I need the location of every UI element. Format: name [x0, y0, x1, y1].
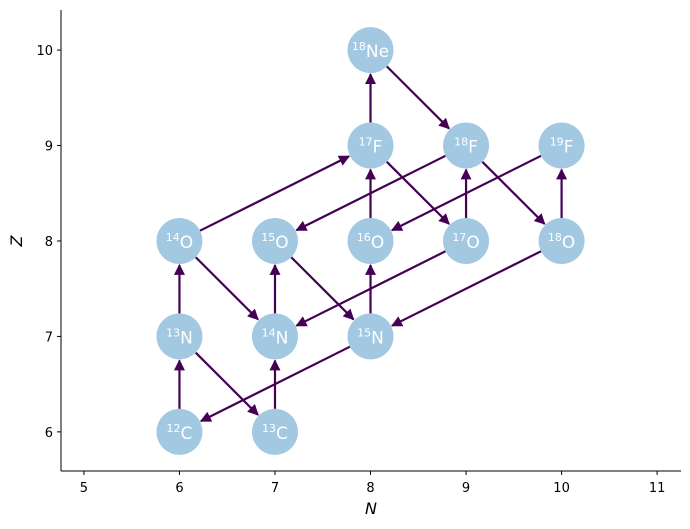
- node-label: 13C: [262, 422, 288, 444]
- node-symbol: F: [564, 138, 574, 158]
- node-label: 18O: [548, 231, 575, 253]
- node-label: 14N: [262, 326, 289, 348]
- node-mass: 18: [454, 136, 468, 149]
- node: [251, 408, 298, 455]
- node: [538, 122, 585, 169]
- node: [251, 313, 298, 360]
- node-symbol: Ne: [366, 42, 389, 62]
- node-mass: 16: [357, 231, 371, 244]
- node-symbol: O: [466, 233, 479, 253]
- node-symbol: O: [275, 233, 288, 253]
- edges: [173, 65, 568, 423]
- node-symbol: N: [180, 328, 193, 348]
- node-label: 13N: [166, 326, 193, 348]
- node-mass: 19: [550, 136, 564, 149]
- edge-arrow: [194, 256, 259, 321]
- node-label: 18Ne: [352, 40, 389, 62]
- edge-arrow: [386, 161, 450, 225]
- x-tick-label: 7: [271, 481, 279, 496]
- y-axis-label: Z: [7, 234, 26, 247]
- node: [156, 313, 203, 360]
- node-label: 19F: [550, 136, 574, 158]
- node: [443, 217, 490, 264]
- node-symbol: N: [371, 328, 384, 348]
- x-tick-label: 9: [462, 481, 470, 496]
- x-tick-label: 10: [553, 481, 570, 496]
- node: [347, 27, 394, 74]
- node-label: 18F: [454, 136, 478, 158]
- node-label: 17O: [452, 231, 479, 253]
- edge-arrow: [295, 154, 446, 232]
- node-mass: 12: [167, 422, 181, 435]
- x-tick-label: 6: [175, 481, 183, 496]
- node-label: 12C: [167, 422, 193, 444]
- y-tick-label: 7: [45, 330, 53, 345]
- node-symbol: O: [371, 233, 384, 253]
- node-mass: 17: [452, 231, 466, 244]
- y-tick-label: 8: [45, 235, 53, 250]
- node: [347, 313, 394, 360]
- node: [347, 122, 394, 169]
- node-mass: 14: [262, 326, 276, 339]
- x-tick-label: 11: [649, 481, 666, 496]
- node-symbol: O: [562, 233, 575, 253]
- node-mass: 18: [352, 40, 366, 53]
- edge-arrow: [295, 250, 446, 327]
- node-symbol: F: [373, 138, 383, 158]
- node: [538, 217, 585, 264]
- node-label: 15O: [261, 231, 288, 253]
- edge-arrow: [386, 65, 450, 130]
- node: [443, 122, 490, 169]
- edge-arrow: [391, 154, 542, 232]
- y-tick-label: 6: [45, 426, 53, 441]
- node-mass: 15: [357, 326, 371, 339]
- edge-arrow: [290, 256, 355, 321]
- node-label: 17F: [359, 136, 383, 158]
- node-label: 14O: [166, 231, 193, 253]
- node-mass: 14: [166, 231, 180, 244]
- node-label: 15N: [357, 326, 384, 348]
- node-symbol: F: [468, 138, 478, 158]
- node-symbol: N: [276, 328, 289, 348]
- y-tick-label: 9: [45, 140, 53, 155]
- edge-arrow: [199, 345, 351, 423]
- edge-arrow: [391, 250, 542, 327]
- node-symbol: C: [181, 424, 193, 444]
- node: [156, 217, 203, 264]
- node: [251, 217, 298, 264]
- node-mass: 13: [166, 326, 180, 339]
- axes: 5 6 7 8 9 10 11 6 7 8 9 10: [36, 10, 681, 496]
- node: [347, 217, 394, 264]
- node-mass: 13: [262, 422, 276, 435]
- x-axis-label: N: [365, 499, 377, 518]
- edge-arrow: [481, 161, 546, 225]
- node-label: 16O: [357, 231, 384, 253]
- edge-arrow: [199, 155, 351, 232]
- y-tick-label: 10: [36, 44, 53, 59]
- node-symbol: O: [180, 233, 193, 253]
- x-tick-label: 8: [366, 481, 374, 496]
- node-mass: 17: [359, 136, 373, 149]
- node-mass: 15: [261, 231, 275, 244]
- node-symbol: C: [276, 424, 288, 444]
- edge-arrow: [194, 351, 259, 416]
- node: [156, 408, 203, 455]
- x-tick-label: 5: [80, 481, 88, 496]
- node-mass: 18: [548, 231, 562, 244]
